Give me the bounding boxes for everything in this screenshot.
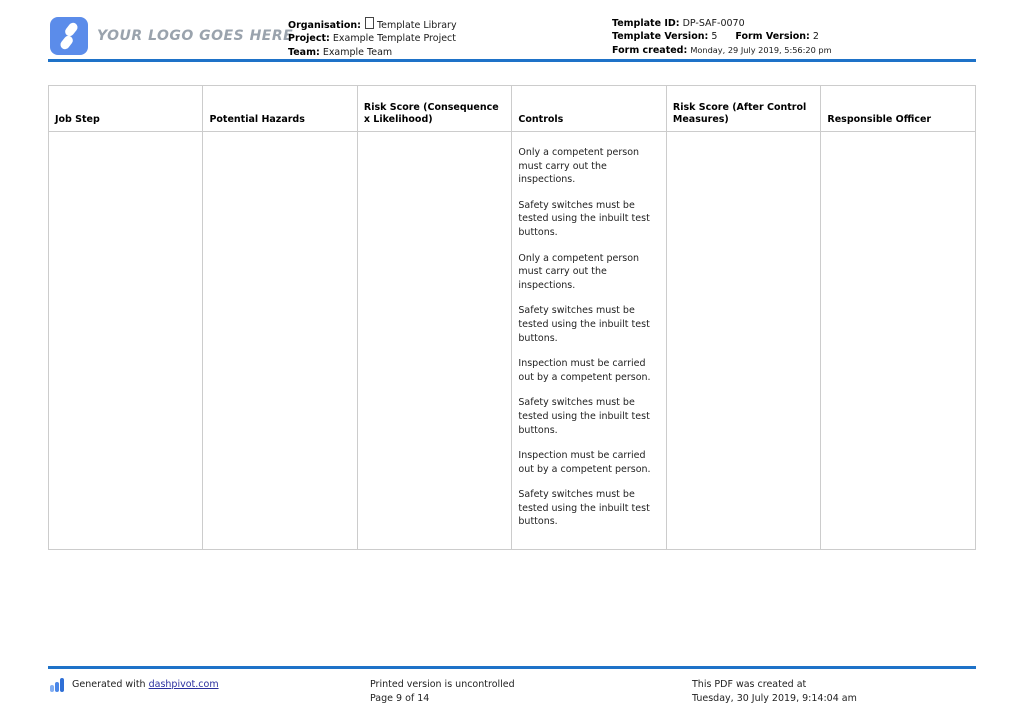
column-header-potential-hazards: Potential Hazards xyxy=(202,85,358,132)
cell-potential-hazards xyxy=(202,131,358,550)
cell-risk-score-after xyxy=(665,131,822,550)
pdf-created-label: This PDF was created at xyxy=(692,679,807,690)
printed-version-note: Printed version is uncontrolled xyxy=(370,679,515,690)
column-header-risk-score-before: Risk Score (Consequence x Likelihood) xyxy=(356,85,513,132)
dashpivot-link[interactable]: dashpivot.com xyxy=(148,679,219,691)
pdf-created-timestamp: Tuesday, 30 July 2019, 9:14:04 am xyxy=(692,692,857,704)
template-id-line: Template ID: DP-SAF-0070 xyxy=(612,18,745,29)
control-note: Safety switches must be tested using the… xyxy=(518,199,650,238)
table-row: Only a competent person must carry out t… xyxy=(47,131,976,550)
cell-risk-score-before xyxy=(356,131,513,550)
control-note: Inspection must be carried out by a comp… xyxy=(518,450,651,475)
column-header-risk-score-after: Risk Score (After Control Measures) xyxy=(665,85,822,132)
bar-chart-icon xyxy=(50,678,65,692)
table-header-row: Job Step Potential Hazards Risk Score (C… xyxy=(47,85,976,132)
control-note: Inspection must be carried out by a comp… xyxy=(518,358,651,383)
missing-character-box-glyph xyxy=(364,17,374,29)
column-header-controls: Controls xyxy=(511,85,667,132)
cell-job-step xyxy=(47,131,204,550)
cell-responsible-officer xyxy=(820,131,976,550)
column-header-responsible-officer: Responsible Officer xyxy=(820,85,976,132)
footer-generated: Generated with dashpivot.com xyxy=(50,678,219,692)
control-note: Safety switches must be tested using the… xyxy=(518,397,650,436)
form-created-line: Form created: Monday, 29 July 2019, 5:56… xyxy=(612,44,832,56)
footer-created-info: This PDF was created at Tuesday, 30 July… xyxy=(692,678,857,706)
header-divider xyxy=(48,59,976,62)
project-line: Project: Example Template Project xyxy=(288,33,456,45)
control-note: Safety switches must be tested using the… xyxy=(518,305,650,344)
header-template-info: Template ID: DP-SAF-0070 Template Versio… xyxy=(612,17,832,57)
footer-divider xyxy=(48,666,976,669)
organisation-line: Organisation: Template Library xyxy=(288,17,457,32)
risk-assessment-table: Job Step Potential Hazards Risk Score (C… xyxy=(47,85,976,550)
company-logo-icon xyxy=(50,17,88,55)
logo-placeholder-text: YOUR LOGO GOES HERE xyxy=(97,28,294,44)
control-note: Only a competent person must carry out t… xyxy=(518,147,640,186)
header-project-info: Organisation: Template Library Project: … xyxy=(288,17,457,59)
cell-controls: Only a competent person must carry out t… xyxy=(511,131,667,550)
footer-print-info: Printed version is uncontrolled Page 9 o… xyxy=(370,678,515,706)
generated-with-text: Generated with xyxy=(72,679,146,691)
control-note: Only a competent person must carry out t… xyxy=(518,252,640,291)
page-number: Page 9 of 14 xyxy=(370,692,430,704)
team-line: Team: Example Team xyxy=(288,46,393,58)
control-note: Safety switches must be tested using the… xyxy=(518,489,650,528)
column-header-job-step: Job Step xyxy=(47,85,204,132)
version-line: Template Version: 5 Form Version: 2 xyxy=(612,31,819,43)
